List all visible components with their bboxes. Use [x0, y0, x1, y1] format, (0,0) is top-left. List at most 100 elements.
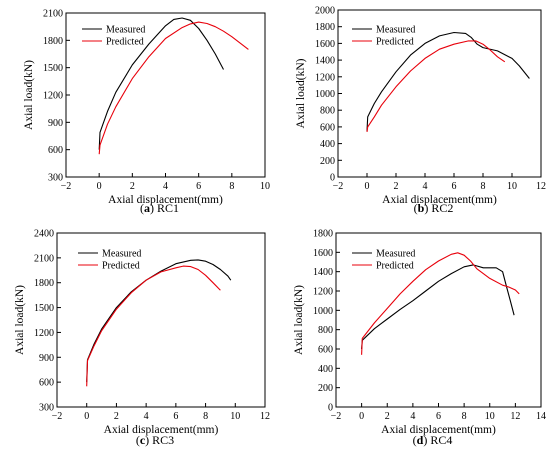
x-tick-label: −2 — [333, 181, 344, 192]
panel-caption: (a) RC1 — [140, 201, 179, 215]
series-line-predicted — [86, 265, 221, 387]
x-tick-label: 12 — [260, 411, 270, 422]
y-tick-label: 1500 — [43, 63, 63, 74]
caption-letter: c — [140, 433, 146, 447]
x-tick-label: 0 — [365, 181, 370, 192]
caption-letter: d — [417, 433, 424, 447]
x-tick-label: 10 — [507, 181, 517, 192]
y-tick-label: 200 — [320, 156, 335, 167]
x-tick-label: 2 — [394, 181, 399, 192]
y-tick-label: 1000 — [315, 89, 335, 100]
series-line-predicted — [366, 40, 506, 132]
y-tick-label: 900 — [39, 353, 54, 364]
x-tick-label: 12 — [510, 411, 520, 422]
x-tick-label: −2 — [331, 411, 342, 422]
caption-name: RC4 — [430, 433, 452, 447]
y-tick-label: 1500 — [34, 303, 54, 314]
caption-name: RC3 — [152, 433, 174, 447]
y-axis-label: Axial load(kN) — [23, 60, 35, 130]
y-tick-label: 1400 — [313, 267, 333, 278]
panel-caption: (d) RC4 — [413, 433, 453, 447]
legend-label-predicted: Predicted — [102, 261, 140, 272]
x-tick-label: 0 — [97, 181, 102, 192]
x-axis-label: Axial displacement(mm) — [108, 194, 223, 206]
y-tick-label: 600 — [48, 145, 63, 156]
y-tick-label: 2400 — [34, 229, 54, 240]
x-tick-label: 4 — [163, 181, 168, 192]
x-tick-label: 12 — [536, 181, 546, 192]
caption-name: RC1 — [157, 201, 179, 215]
y-tick-label: 1200 — [313, 287, 333, 298]
series-line-predicted — [98, 21, 249, 155]
x-tick-label: 2 — [385, 411, 390, 422]
panel-caption: (b) RC2 — [414, 201, 454, 215]
chart-panel-rc2: −2 0 2 4 6 8 10 1202004006008001000120014001600… — [295, 6, 546, 216]
x-tick-label: 4 — [423, 181, 428, 192]
y-tick-label: 900 — [48, 118, 63, 129]
y-tick-label: 1200 — [34, 328, 54, 339]
x-tick-label: −2 — [52, 411, 63, 422]
y-tick-label: 600 — [318, 345, 333, 356]
x-tick-label: 2 — [114, 411, 119, 422]
y-tick-label: 2100 — [43, 9, 63, 20]
y-axis-label: Axial load(kN) — [293, 285, 305, 355]
x-tick-label: 10 — [485, 411, 495, 422]
plot-frame — [56, 232, 266, 408]
panel-caption: (c) RC3 — [136, 433, 174, 447]
x-tick-label: 6 — [452, 181, 457, 192]
y-tick-label: 1800 — [34, 278, 54, 289]
y-tick-label: 600 — [320, 122, 335, 133]
chart-panel-rc3: −2 0 2 4 6 8 10 12 300 600 900 1200 1500 1800 2100 2400… — [14, 229, 270, 448]
plot-frame — [337, 9, 542, 178]
series-line-measured — [361, 264, 515, 350]
y-tick-label: 2100 — [34, 253, 54, 264]
legend-label-predicted: Predicted — [376, 37, 414, 48]
y-tick-label: 1000 — [313, 306, 333, 317]
caption-name: RC2 — [431, 201, 453, 215]
x-tick-label: 4 — [144, 411, 149, 422]
y-tick-label: 600 — [39, 378, 54, 389]
plot-frame — [335, 232, 542, 408]
x-tick-label: 8 — [203, 411, 208, 422]
legend-label-predicted: Predicted — [106, 37, 144, 48]
y-tick-label: 400 — [320, 139, 335, 150]
x-tick-label: −2 — [61, 181, 72, 192]
x-tick-label: 6 — [196, 181, 201, 192]
x-tick-label: 8 — [229, 181, 234, 192]
legend-label-measured: Measured — [106, 25, 145, 36]
y-tick-label: 300 — [39, 403, 54, 414]
x-tick-label: 6 — [173, 411, 178, 422]
x-tick-label: 14 — [536, 411, 546, 422]
y-tick-label: 1800 — [43, 36, 63, 47]
legend-label-measured: Measured — [376, 25, 415, 36]
x-tick-label: 10 — [260, 181, 270, 192]
x-axis-label: Axial displacement(mm) — [104, 424, 219, 436]
chart-panel-rc1: −2 0 2 4 6 8 10 300 600 900 1200 1500 1800 2100 Axial … — [23, 9, 270, 216]
y-tick-label: 1200 — [315, 72, 335, 83]
chart-panel-rc4: −2 0 2 4 6 8 10 12 14020040060080010001200140016… — [293, 229, 546, 448]
y-tick-label: 2000 — [315, 6, 335, 17]
y-tick-label: 1800 — [315, 22, 335, 33]
x-tick-label: 10 — [230, 411, 240, 422]
plot-frame — [65, 12, 266, 178]
y-tick-label: 0 — [330, 173, 335, 184]
legend-label-measured: Measured — [376, 249, 415, 260]
y-tick-label: 1400 — [315, 56, 335, 67]
y-tick-label: 400 — [318, 364, 333, 375]
y-tick-label: 1200 — [43, 91, 63, 102]
y-tick-label: 800 — [318, 325, 333, 336]
x-axis-label: Axial displacement(mm) — [382, 194, 497, 206]
y-tick-label: 200 — [318, 383, 333, 394]
y-tick-label: 0 — [328, 403, 333, 414]
series-line-measured — [86, 259, 232, 383]
x-tick-label: 8 — [481, 181, 486, 192]
y-tick-label: 1600 — [315, 39, 335, 50]
caption-letter: b — [418, 201, 425, 215]
series-line-measured — [98, 17, 224, 150]
x-tick-label: 2 — [130, 181, 135, 192]
x-tick-label: 8 — [462, 411, 467, 422]
x-axis-label: Axial displacement(mm) — [381, 424, 496, 436]
